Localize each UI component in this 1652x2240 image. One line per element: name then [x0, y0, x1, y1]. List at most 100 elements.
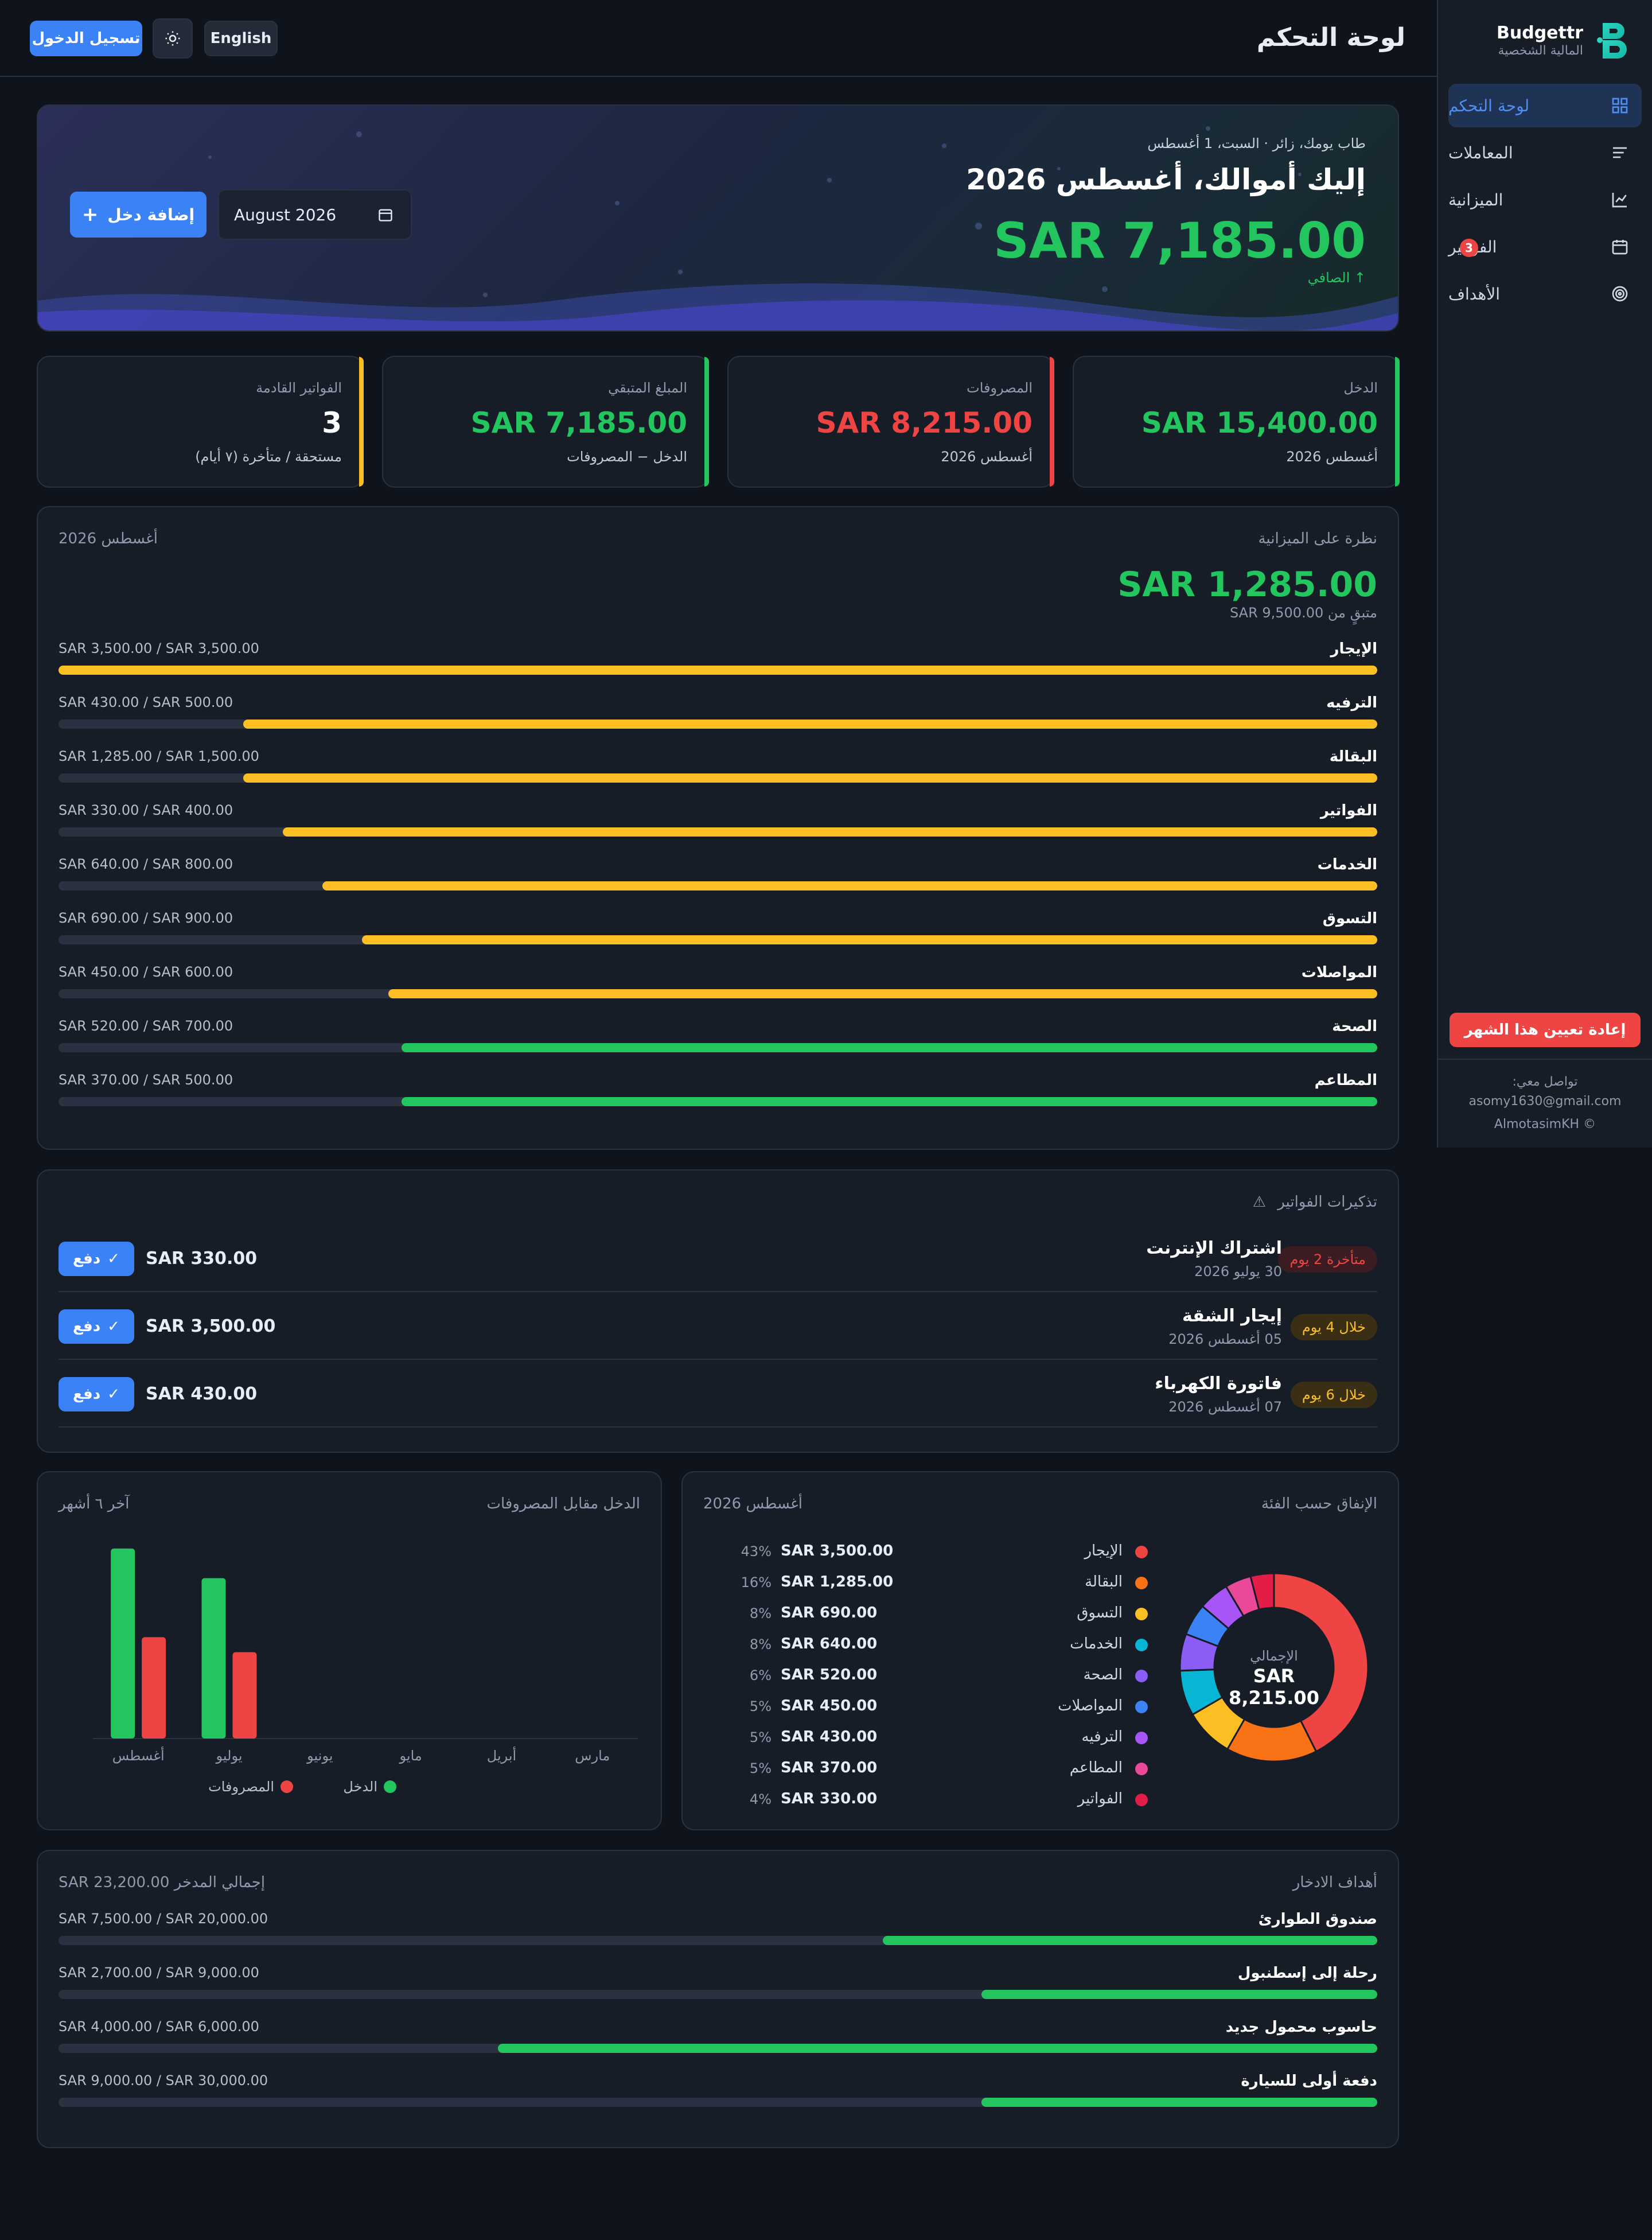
- stat-label: الدخل: [1343, 380, 1378, 396]
- budget-item: البقالة SAR 1,285.00 / SAR 1,500.00: [59, 748, 1377, 794]
- copyright: AlmotasimKH ©: [1494, 1117, 1596, 1131]
- grid-icon: [1612, 98, 1628, 114]
- category-percent: 8%: [749, 1636, 772, 1652]
- category-legend-item: الترفيه SAR 430.00 5%: [723, 1726, 1148, 1749]
- language-button[interactable]: English: [204, 21, 278, 56]
- budget-progress-track: [59, 1043, 1377, 1052]
- budget-item: التسوق SAR 690.00 / SAR 900.00: [59, 910, 1377, 956]
- goal-progress-fill: [497, 2044, 1377, 2053]
- pay-bill-button[interactable]: دفع ✓: [59, 1242, 134, 1276]
- pay-label: دفع: [73, 1318, 101, 1335]
- sidebar-item-bills[interactable]: الفواتير 3: [1448, 225, 1642, 269]
- goal-amount: SAR 7,500.00 / SAR 20,000.00: [59, 1911, 268, 1927]
- budget-item: المطاعم SAR 370.00 / SAR 500.00: [59, 1072, 1377, 1118]
- budget-item-name: الخدمات: [1317, 856, 1377, 873]
- x-tick-label: يونيو: [306, 1748, 333, 1764]
- sidebar-item-transactions[interactable]: المعاملات: [1448, 131, 1642, 174]
- pay-bill-button[interactable]: دفع ✓: [59, 1377, 134, 1411]
- goal-amount: SAR 4,000.00 / SAR 6,000.00: [59, 2019, 259, 2035]
- category-name: المطاعم: [1069, 1759, 1123, 1776]
- bill-date: 07 أغسطس 2026: [1168, 1399, 1282, 1415]
- month-picker[interactable]: August 2026: [218, 189, 412, 240]
- bill-reminders-card: تذكيرات الفواتير ⚠ دفع ✓ SAR 330.00 متأخرة …: [37, 1169, 1399, 1453]
- goal-item: صندوق الطوارئ SAR 7,500.00 / SAR 20,000.0…: [59, 1911, 1377, 1957]
- arrow-up-icon: ↑: [1354, 270, 1366, 286]
- budget-progress-track: [59, 1097, 1377, 1106]
- category-amount: SAR 640.00: [781, 1635, 878, 1652]
- theme-toggle-button[interactable]: [153, 18, 193, 59]
- category-amount: SAR 3,500.00: [781, 1542, 894, 1560]
- category-percent: 5%: [749, 1729, 772, 1745]
- legend-color-dot: [1135, 1577, 1148, 1589]
- x-tick-label: مارس: [575, 1748, 610, 1764]
- budget-item-name: المواصلات: [1301, 964, 1377, 981]
- pay-bill-button[interactable]: دفع ✓: [59, 1309, 134, 1344]
- category-legend-item: الفواتير SAR 330.00 4%: [723, 1788, 1148, 1811]
- goals-total-saved: إجمالي المدخر SAR 23,200.00: [59, 1874, 266, 1891]
- check-icon: ✓: [107, 1386, 120, 1403]
- legend-color-dot: [1135, 1546, 1148, 1558]
- category-percent: 5%: [749, 1760, 772, 1776]
- category-name: الخدمات: [1070, 1635, 1123, 1652]
- brand[interactable]: Budgettr المالية الشخصية: [1438, 17, 1629, 63]
- legend-color-dot: [1135, 1670, 1148, 1682]
- spending-title: الإنفاق حسب الفئة: [1261, 1495, 1377, 1512]
- category-legend-item: البقالة SAR 1,285.00 16%: [723, 1571, 1148, 1594]
- category-percent: 6%: [749, 1667, 772, 1683]
- goal-progress-track: [59, 2098, 1377, 2107]
- goal-name: حاسوب محمول جديد: [1225, 2019, 1377, 2036]
- budget-remaining-sub: متبقٍ من SAR 9,500.00: [1229, 605, 1377, 621]
- budgettr-logo-icon: [1597, 23, 1627, 59]
- sidebar-item-dashboard[interactable]: لوحة التحكم: [1448, 84, 1642, 127]
- donut-slice: [1249, 1572, 1275, 1611]
- stat-value: SAR 15,400.00: [1141, 406, 1378, 440]
- donut-total-value: SAR 8,215.00: [1229, 1665, 1319, 1709]
- budget-item-name: التسوق: [1322, 910, 1377, 927]
- savings-goals-card: أهداف الادخار إجمالي المدخر SAR 23,200.0…: [37, 1850, 1399, 2148]
- bill-name: اشتراك الإنترنت: [1146, 1238, 1282, 1258]
- category-name: الإيجار: [1084, 1542, 1123, 1560]
- category-percent: 4%: [749, 1791, 772, 1807]
- category-name: الترفيه: [1081, 1728, 1123, 1745]
- goal-progress-fill: [882, 1936, 1377, 1945]
- stat-value: 3: [322, 406, 342, 440]
- sidebar-item-goals[interactable]: الأهداف: [1448, 272, 1642, 316]
- category-legend-item: الإيجار SAR 3,500.00 43%: [723, 1540, 1148, 1563]
- budget-progress-track: [59, 720, 1377, 729]
- budget-item-amount: SAR 1,285.00 / SAR 1,500.00: [59, 748, 259, 764]
- income-expense-title: الدخل مقابل المصروفات: [486, 1495, 640, 1512]
- goal-progress-track: [59, 1990, 1377, 1999]
- contact-email[interactable]: asomy1630@gmail.com: [1468, 1094, 1622, 1109]
- budget-item-name: الإيجار: [1330, 640, 1377, 658]
- goal-progress-fill: [981, 1990, 1377, 1999]
- budget-progress-track: [59, 666, 1377, 675]
- category-name: المواصلات: [1058, 1697, 1123, 1714]
- budget-progress-fill: [282, 827, 1377, 837]
- budget-item-amount: SAR 450.00 / SAR 600.00: [59, 964, 233, 980]
- budget-item-amount: SAR 520.00 / SAR 700.00: [59, 1018, 233, 1034]
- stat-income: الدخل SAR 15,400.00 أغسطس 2026: [1073, 356, 1400, 488]
- x-tick-label: أغسطس: [112, 1747, 165, 1764]
- target-icon: [1612, 286, 1628, 302]
- calendar-icon[interactable]: [377, 207, 393, 223]
- goals-title: أهداف الادخار: [1292, 1874, 1377, 1891]
- sidebar-item-label: المعاملات: [1448, 143, 1513, 162]
- budget-item-name: الفواتير: [1320, 802, 1377, 819]
- goal-name: دفعة أولى للسيارة: [1241, 2072, 1377, 2090]
- category-amount: SAR 1,285.00: [781, 1573, 894, 1590]
- reset-month-button[interactable]: إعادة تعيين هذا الشهر: [1450, 1013, 1641, 1047]
- sidebar-item-budget[interactable]: الميزانية: [1448, 178, 1642, 221]
- add-income-button[interactable]: إضافة دخل +: [70, 192, 206, 238]
- budget-item-amount: SAR 430.00 / SAR 500.00: [59, 694, 233, 710]
- goal-progress-track: [59, 2044, 1377, 2053]
- legend-income-label: الدخل: [343, 1779, 377, 1795]
- stat-upcoming-bills: الفواتير القادمة 3 مستحقة / متأخرة (٧ أي…: [37, 356, 364, 488]
- sidebar: Budgettr المالية الشخصية لوحة التحكم الم…: [1437, 0, 1652, 1148]
- month-value: August 2026: [234, 205, 337, 224]
- warning-icon: ⚠: [1252, 1193, 1266, 1211]
- login-button[interactable]: تسجيل الدخول: [30, 21, 142, 56]
- category-legend-item: التسوق SAR 690.00 8%: [723, 1602, 1148, 1625]
- stat-sub: أغسطس 2026: [941, 449, 1032, 465]
- sun-icon: [165, 31, 180, 46]
- bill-status-badge: متأخرة 2 يوم: [1278, 1246, 1377, 1273]
